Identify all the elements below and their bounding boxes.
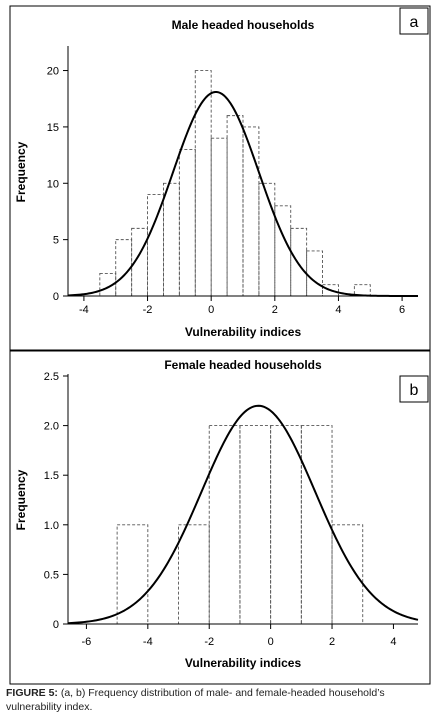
- panel-a-x-axis-label: Vulnerability indices: [185, 325, 302, 339]
- panel-a-bar-6: [194, 70, 212, 297]
- panel-a-y-tick-label-2: 10: [47, 178, 59, 190]
- panel-b-bar-0: [116, 524, 149, 625]
- panel-b-bar-2: [208, 425, 241, 625]
- panel-a-bar-4: [163, 182, 180, 297]
- panel-a-bar-13: [306, 250, 323, 297]
- panel-a-y-tick-label-4: 20: [47, 66, 59, 78]
- panel-a-x-tick-label-4: 4: [335, 304, 341, 316]
- panel-b-title: Female headed households: [164, 358, 322, 372]
- panel-a-bar-5: [178, 149, 196, 297]
- panel-a-bar-12: [290, 227, 308, 297]
- caption-text: (a, b) Frequency distribution of male- a…: [6, 687, 385, 713]
- panel-a-x-tick-label-3: 2: [272, 304, 278, 316]
- panel-a-y-tick-label-0: 0: [53, 291, 59, 303]
- panel-a-bar-7: [210, 137, 228, 297]
- panel-a-x-tick-label-2: 0: [208, 304, 214, 316]
- panel-b-bar-4: [270, 425, 302, 625]
- panel-a-title: Male headed households: [172, 18, 315, 32]
- panel-b-x-tick-label-4: 2: [329, 636, 335, 648]
- panel-b-x-tick-label-0: -6: [82, 636, 92, 648]
- panel-b-x-tick-label-5: 4: [390, 636, 396, 648]
- panel-b-bar-1: [178, 524, 210, 625]
- panel-b-x-axis-label: Vulnerability indices: [185, 656, 302, 670]
- panel-b-y-tick-label-4: 2.0: [44, 421, 59, 433]
- panel-b-y-tick-label-0: 0: [53, 619, 59, 631]
- caption-label: FIGURE 5:: [6, 687, 58, 699]
- panel-a-x-tick-label-1: -2: [143, 304, 153, 316]
- panel-a-bar-3: [147, 194, 164, 297]
- panel-a-bar-11: [274, 205, 292, 297]
- figure-caption: FIGURE 5: (a, b) Frequency distribution …: [6, 686, 434, 714]
- panel-a-normal-curve: [67, 90, 418, 297]
- panel-a-bar-8: [226, 115, 244, 297]
- panel-b-y-tick-label-5: 2.5: [44, 371, 59, 383]
- panel-b-x-tick-label-3: 0: [268, 636, 274, 648]
- panel-a-bar-10: [258, 182, 276, 297]
- panel-b-frame: [9, 350, 431, 685]
- panel-a-y-tick-label-3: 15: [47, 122, 59, 134]
- panel-a-x-tick-label-0: -4: [79, 304, 89, 316]
- panel-a-label-box: [399, 7, 429, 35]
- panel-b-y-tick-label-3: 1.5: [44, 470, 59, 482]
- panel-b-y-tick-label-1: 0.5: [44, 569, 59, 581]
- panel-b-bar-5: [300, 425, 333, 625]
- panel-a-frame: [9, 5, 431, 351]
- panel-b-normal-curve: [67, 404, 419, 625]
- panel-a-y-tick-label-1: 5: [53, 235, 59, 247]
- panel-a-y-axis-label: Frequency: [14, 141, 28, 202]
- panel-b-label-box: [399, 375, 429, 403]
- panel-b-y-tick-label-2: 1.0: [44, 520, 59, 532]
- panel-b-x-tick-label-2: -2: [204, 636, 214, 648]
- panel-b-label: b: [410, 382, 419, 399]
- panel-b-y-axis-label: Frequency: [14, 469, 28, 530]
- panel-a-label: a: [410, 14, 419, 31]
- panel-a-x-tick-label-5: 6: [399, 304, 405, 316]
- panel-b-bar-3: [239, 425, 272, 625]
- panel-b-x-tick-label-1: -4: [143, 636, 153, 648]
